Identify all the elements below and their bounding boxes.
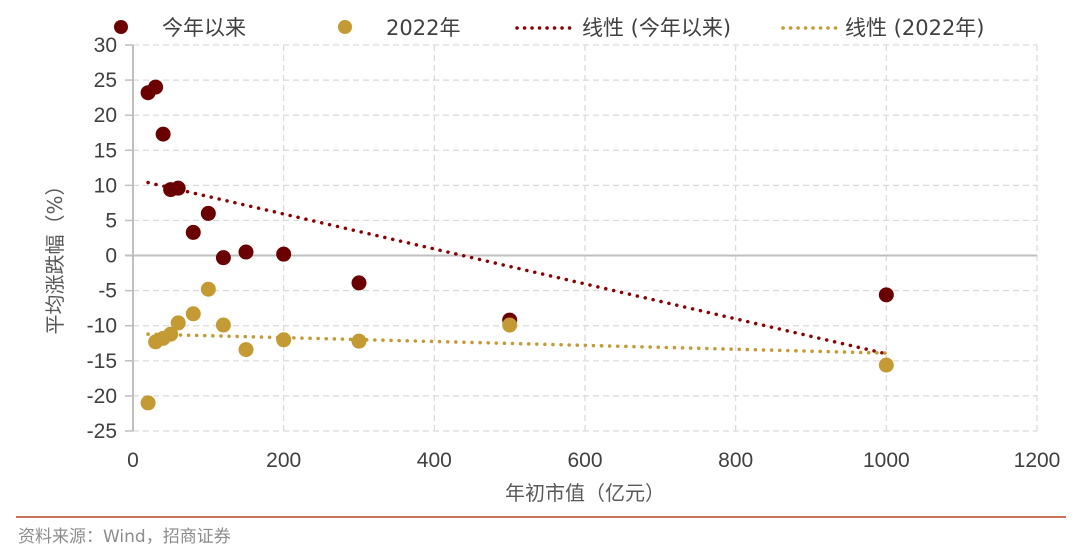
legend-marker-icon — [114, 20, 128, 34]
legend-label: 线性 (今年以来) — [582, 16, 731, 40]
data-point — [148, 79, 164, 95]
data-point — [185, 224, 201, 240]
y-tick-label: -10 — [87, 315, 117, 338]
data-point — [238, 342, 254, 358]
y-tick-label: 20 — [94, 104, 117, 127]
y-tick-label: 30 — [94, 34, 117, 57]
y-tick-label: 5 — [105, 209, 117, 232]
data-point — [155, 126, 171, 142]
axes — [125, 44, 1037, 432]
x-tick-label: 800 — [718, 449, 753, 472]
trendline — [146, 332, 889, 355]
legend-marker-icon — [338, 20, 352, 34]
footer-divider — [16, 516, 1066, 518]
y-axis-title: 平均涨跌幅（%） — [43, 175, 67, 334]
x-tick-label: 1200 — [1014, 449, 1061, 472]
y-tick-label: -15 — [87, 350, 117, 373]
data-point — [878, 287, 894, 303]
trendline — [146, 180, 889, 356]
x-tick-label: 200 — [266, 449, 301, 472]
data-point — [238, 244, 254, 260]
x-tick-label: 0 — [127, 449, 139, 472]
scatter-chart: 30 25 20 15 10 5 0 -5 -10 -15 -20 -25 0 200 400 600 800 1… — [43, 16, 1061, 505]
legend-label: 2022年 — [386, 16, 460, 40]
y-tick-label: 15 — [94, 139, 117, 162]
x-tick-label: 1000 — [863, 449, 910, 472]
data-point — [502, 317, 518, 333]
data-point — [200, 205, 216, 221]
data-point — [215, 250, 231, 266]
source-note: 资料来源：Wind，招商证券 — [18, 527, 231, 547]
y-tick-label: 10 — [94, 174, 117, 197]
data-point — [351, 333, 367, 349]
data-point — [351, 275, 367, 291]
data-point — [170, 180, 186, 196]
data-point — [200, 281, 216, 297]
x-tick-label: 400 — [417, 449, 452, 472]
x-axis-title: 年初市值（亿元） — [505, 481, 665, 505]
data-points — [140, 79, 894, 411]
y-tick-label: 25 — [94, 69, 117, 92]
data-point — [215, 317, 231, 333]
y-tick-label: -5 — [98, 280, 117, 303]
data-point — [276, 332, 292, 348]
y-tick-label: -20 — [87, 385, 117, 408]
trendlines — [146, 180, 889, 356]
data-point — [276, 246, 292, 262]
data-point — [163, 326, 179, 342]
data-point — [185, 306, 201, 322]
y-tick-label: -25 — [87, 420, 117, 443]
y-tick-label: 0 — [105, 245, 117, 268]
gridlines — [133, 44, 1038, 432]
x-tick-label: 600 — [567, 449, 602, 472]
data-point — [878, 357, 894, 373]
legend-label: 今年以来 — [162, 16, 246, 40]
tick-labels: 30 25 20 15 10 5 0 -5 -10 -15 -20 -25 0 200 400 600 800 1… — [87, 34, 1061, 472]
data-point — [170, 315, 186, 331]
legend: 今年以来 2022年 线性 (今年以来) 线性 (2022年) — [114, 16, 985, 40]
legend-label: 线性 (2022年) — [845, 16, 985, 40]
data-point — [140, 395, 156, 411]
